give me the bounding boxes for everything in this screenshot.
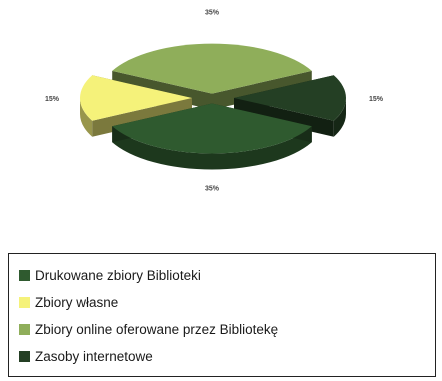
legend-label-internet: Zasoby internetowe (35, 349, 153, 364)
pie-slice-top-0 (112, 103, 312, 154)
legend-swatch-internet (19, 351, 30, 362)
pie-slice-side-3 (333, 98, 346, 137)
legend-swatch-online (19, 324, 30, 335)
legend-label-printed: Drukowane zbiory Biblioteki (35, 268, 201, 283)
legend-swatch-printed (19, 270, 30, 281)
pie-slice-label-3: 15% (369, 96, 384, 103)
pie-chart: 35% 15% 35% 15% (45, 10, 384, 193)
legend-label-online: Zbiory online oferowane przez Bibliotekę (35, 322, 279, 337)
legend-item-own: Zbiory własne (19, 289, 435, 316)
legend-label-own: Zbiory własne (35, 295, 119, 310)
pie-slice-label-0: 35% (205, 186, 220, 193)
pie-slice-label-1: 15% (45, 96, 60, 103)
pie-slice-0 (112, 103, 312, 170)
pie-slice-side-0 (112, 126, 312, 170)
legend-item-online: Zbiory online oferowane przez Bibliotekę (19, 316, 435, 343)
pie-slice-top-3 (234, 75, 346, 121)
legend-swatch-own (19, 297, 30, 308)
chart-legend: Drukowane zbiory Biblioteki Zbiory własn… (8, 253, 436, 377)
legend-item-internet: Zasoby internetowe (19, 343, 435, 370)
pie-slice-top-1 (79, 75, 192, 121)
pie-slice-top-2 (112, 43, 312, 94)
legend-item-printed: Drukowane zbiory Biblioteki (19, 262, 435, 289)
pie-slice-side-1 (80, 98, 93, 137)
pie-slice-label-2: 35% (205, 10, 220, 17)
pie-chart-svg: 35% 15% 35% 15% (45, 10, 384, 193)
